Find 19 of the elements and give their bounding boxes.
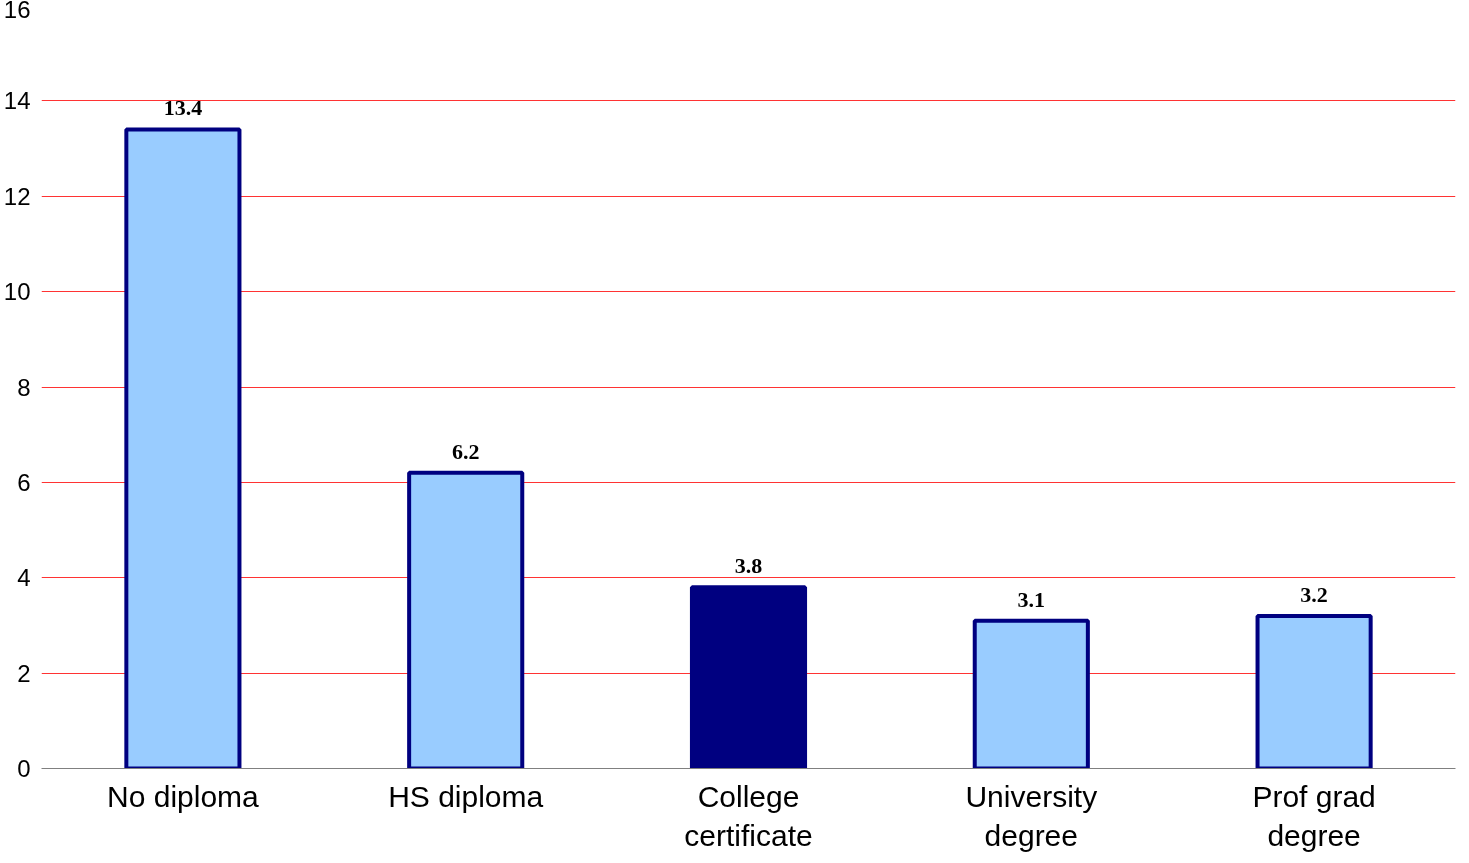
x-tick-label: HS diploma (388, 779, 544, 813)
y-tick-label: 10 (3, 278, 31, 306)
data-label: 13.4 (163, 95, 203, 121)
x-tick-label: College certificate (684, 779, 813, 853)
data-label: 3.2 (1300, 581, 1328, 607)
x-tick-label: Prof grad degree (1252, 779, 1376, 853)
y-tick-label: 0 (17, 755, 31, 782)
y-tick-label: 6 (17, 468, 31, 496)
data-label: 6.2 (451, 438, 480, 464)
y-tick-label: 12 (3, 182, 31, 210)
data-label: 3.8 (734, 553, 763, 579)
data-label: 3.1 (1017, 586, 1046, 612)
y-tick-label: 14 (3, 87, 31, 115)
y-tick-label: 16 (3, 0, 31, 23)
y-tick-label: 4 (17, 564, 31, 592)
y-tick-label: 2 (17, 659, 31, 687)
x-tick-label: No diploma (107, 779, 260, 813)
y-tick-label: 8 (17, 373, 31, 401)
x-tick-label: University degree (965, 779, 1098, 853)
